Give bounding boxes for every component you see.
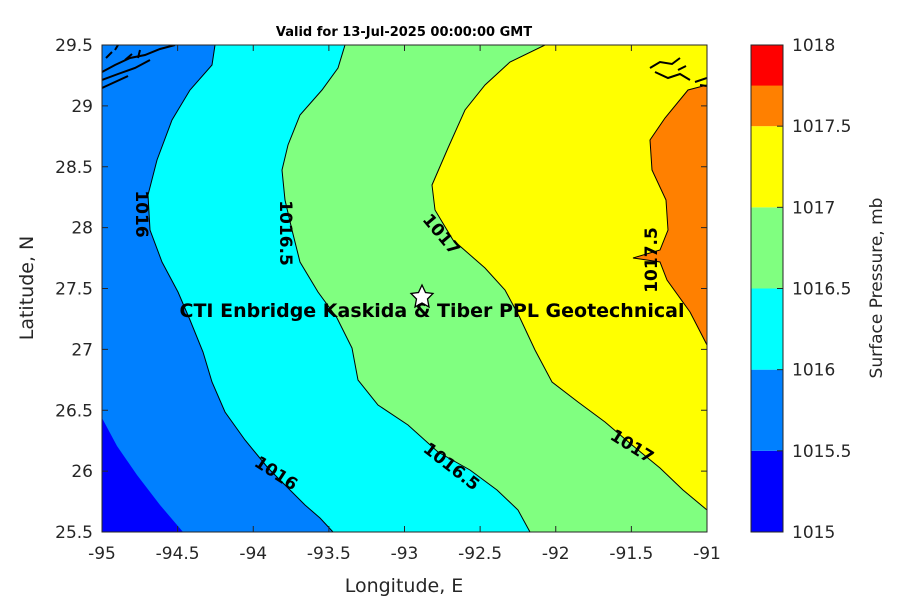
colorbar-tick-label: 1015.5 [792, 442, 851, 462]
colorbar-segment [751, 288, 783, 370]
colorbar-tick-label: 1015 [792, 523, 835, 543]
site-label: CTI Enbridge Kaskida & Tiber PPL Geotech… [180, 300, 685, 322]
x-tick-label: -93.5 [307, 544, 351, 564]
colorbar [751, 45, 783, 532]
y-tick-label: 28 [71, 219, 93, 239]
y-axis-label: Latitude, N [16, 236, 38, 341]
colorbar-ticks: 1018 1017.5 1017 1016.5 1016 1015.5 1015 [777, 36, 851, 543]
band-1017 [431, 45, 707, 511]
y-axis: 29.5 29 28.5 28 27.5 27 26.5 26 25.5 [55, 36, 707, 543]
y-tick-label: 28.5 [55, 158, 93, 178]
y-tick-label: 29 [71, 97, 93, 117]
contour-label-1016-5-north: 1016.5 [275, 200, 295, 266]
colorbar-segment [751, 207, 783, 289]
y-tick-label: 26.5 [55, 401, 93, 421]
x-axis: -95 -94.5 -94 -93.5 -93 -92.5 -92 -91.5 -91 [88, 45, 721, 564]
colorbar-segment [751, 450, 783, 532]
x-tick-label: -92.5 [458, 544, 502, 564]
band-1017-5 [632, 84, 707, 346]
band-1015 [102, 418, 183, 532]
y-tick-label: 29.5 [55, 36, 93, 56]
x-tick-label: -91.5 [609, 544, 653, 564]
colorbar-segment [751, 126, 783, 208]
x-axis-label: Longitude, E [345, 575, 464, 597]
colorbar-segment-top [751, 45, 783, 86]
colorbar-tick-label: 1018 [792, 36, 835, 56]
y-tick-label: 27 [71, 340, 93, 360]
x-tick-label: -94 [239, 544, 267, 564]
colorbar-label: Surface Pressure, mb [867, 198, 887, 379]
colorbar-segment [751, 369, 783, 451]
plot-area [102, 45, 707, 532]
coastline [102, 45, 707, 89]
colorbar-tick-label: 1017.5 [792, 117, 851, 137]
x-tick-label: -91 [693, 544, 721, 564]
x-tick-label: -94.5 [156, 544, 200, 564]
contour-label-1016-north: 1016 [131, 190, 151, 237]
y-tick-label: 26 [71, 462, 93, 482]
colorbar-tick-label: 1016.5 [792, 280, 851, 300]
site-star-icon [409, 283, 435, 309]
x-tick-label: -92 [542, 544, 570, 564]
x-tick-label: -93 [391, 544, 419, 564]
y-tick-label: 25.5 [55, 523, 93, 543]
colorbar-tick-label: 1017 [792, 198, 835, 218]
contour-label-1017-5: 1017.5 [642, 227, 662, 293]
y-tick-label: 27.5 [55, 280, 93, 300]
x-tick-label: -95 [88, 544, 116, 564]
colorbar-tick-label: 1016 [792, 361, 835, 381]
chart-title: Valid for 13-Jul-2025 00:00:00 GMT [276, 25, 532, 40]
